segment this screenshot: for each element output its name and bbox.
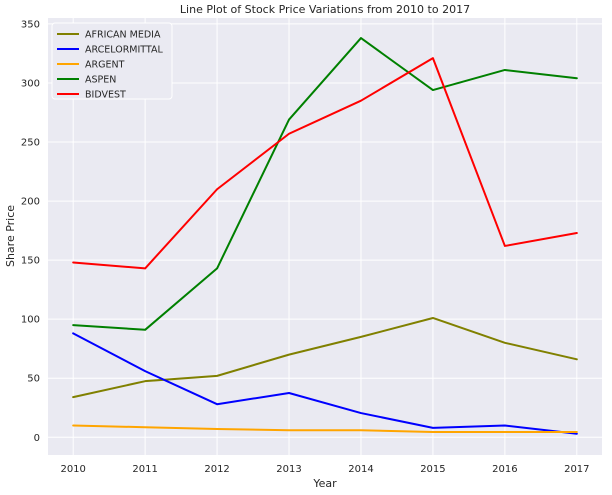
x-tick-label: 2016 — [492, 464, 517, 475]
y-tick-label: 300 — [21, 78, 40, 89]
x-tick-label: 2012 — [204, 464, 229, 475]
y-tick-label: 0 — [34, 433, 40, 444]
series-line-aspen — [72, 37, 578, 331]
legend-label-argent: ARGENT — [85, 60, 125, 71]
y-axis-label: Share Price — [4, 205, 17, 267]
legend-label-aspen: ASPEN — [85, 75, 116, 86]
x-tick-label: 2010 — [60, 464, 85, 475]
x-tick-labels: 2010 2011 2012 2013 2014 2015 2016 2017 — [60, 464, 589, 475]
x-axis-label: Year — [312, 477, 337, 490]
x-tick-label: 2017 — [564, 464, 589, 475]
x-tick-label: 2015 — [420, 464, 445, 475]
x-tick-label: 2011 — [132, 464, 157, 475]
legend-box — [51, 22, 173, 100]
y-tick-label: 350 — [21, 19, 40, 30]
y-tick-label: 150 — [21, 256, 40, 267]
legend: AFRICAN MEDIA ARCELORMITTAL ARGENT ASPEN BID… — [51, 22, 173, 101]
chart-title: Line Plot of Stock Price Variations from… — [180, 3, 470, 16]
series-line-bidvest — [72, 57, 578, 270]
series-line-african-media — [72, 316, 578, 399]
y-tick-label: 50 — [27, 374, 40, 385]
legend-label-arcelormittal: ARCELORMITTAL — [85, 45, 163, 56]
series-line-argent — [72, 424, 578, 433]
x-tick-label: 2013 — [276, 464, 301, 475]
y-tick-label: 250 — [21, 138, 40, 149]
legend-label-bidvest: BIDVEST — [85, 90, 126, 101]
series-line-arcelormittal — [72, 332, 578, 435]
x-tick-label: 2014 — [348, 464, 373, 475]
y-tick-label: 100 — [21, 315, 40, 326]
legend-label-african-media: AFRICAN MEDIA — [85, 30, 161, 41]
y-tick-labels: 0 50 100 150 200 250 300 350 — [21, 19, 40, 443]
y-tick-label: 200 — [21, 197, 40, 208]
series-lines — [72, 37, 578, 435]
